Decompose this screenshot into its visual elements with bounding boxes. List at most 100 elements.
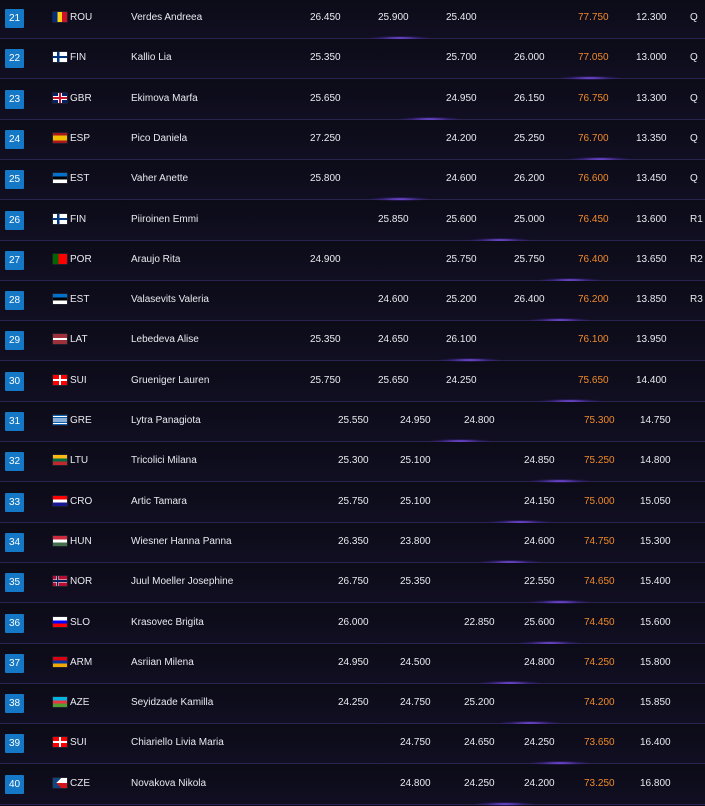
total-score: 73.650 [584, 737, 615, 749]
table-row[interactable]: 27 POR Araujo Rita 24.900 25.750 25.750 76.400… [0, 240, 705, 282]
table-row[interactable]: 26 FIN Piiroinen Emmi 25.850 25.600 25.000 76.… [0, 200, 705, 242]
total-score: 75.250 [584, 455, 615, 467]
row-glow [530, 479, 590, 484]
table-row[interactable]: 39 SUI Chiariello Livia Maria 24.750 24.650 2… [0, 724, 705, 766]
flag-aze-icon [53, 697, 67, 708]
row-glow [440, 358, 500, 363]
table-row[interactable]: 29 LAT Lebedeva Alise 25.350 24.650 26.100 76.… [0, 321, 705, 363]
table-row[interactable]: 31 GRE Lytra Panagiota 25.550 24.950 24.800 75… [0, 402, 705, 443]
apparatus-score: 25.900 [378, 12, 409, 23]
total-score: 74.200 [584, 697, 615, 709]
athlete-name[interactable]: Krasovec Brigita [131, 616, 204, 628]
rank-badge: 32 [5, 452, 24, 472]
athlete-name[interactable]: Asriian Milena [131, 656, 194, 668]
athlete-name[interactable]: Chiariello Livia Maria [131, 737, 224, 749]
athlete-name[interactable]: Valasevits Valeria [131, 294, 209, 306]
athlete-name[interactable]: Lebedeva Alise [131, 334, 199, 346]
country-code: GBR [70, 92, 92, 104]
qualification-status: Q [690, 132, 698, 144]
table-row[interactable]: 34 HUN Wiesner Hanna Panna 26.350 23.800 24.6… [0, 522, 705, 564]
rank-badge: 24 [5, 129, 24, 149]
points-behind: 15.850 [640, 697, 671, 709]
apparatus-score: 25.750 [514, 253, 545, 265]
apparatus-score: 24.600 [524, 535, 555, 547]
athlete-name[interactable]: Lytra Panagiota [131, 415, 201, 426]
flag-cro-icon [53, 495, 67, 506]
table-row[interactable]: 28 EST Valasevits Valeria 24.600 25.200 26.40… [0, 281, 705, 323]
table-row[interactable]: 22 FIN Kallio Lia 25.350 25.700 26.000 77.050 1… [0, 39, 705, 81]
row-divider [0, 763, 705, 765]
table-row[interactable]: 36 SLO Krasovec Brigita 26.000 22.850 25.600 7… [0, 603, 705, 645]
row-divider [0, 239, 705, 241]
apparatus-score: 26.000 [514, 52, 545, 64]
qualification-status: R1 [690, 213, 703, 225]
table-row[interactable]: 21 ROU Verdes Andreea 26.450 25.900 25.400 77.… [0, 0, 705, 40]
athlete-name[interactable]: Pico Daniela [131, 132, 188, 144]
athlete-name[interactable]: Seyidzade Kamilla [131, 697, 214, 709]
athlete-name[interactable]: Ekimova Marfa [131, 92, 198, 104]
rank-badge: 38 [5, 694, 24, 714]
athlete-name[interactable]: Artic Tamara [131, 495, 187, 507]
apparatus-score: 25.350 [400, 576, 431, 588]
athlete-name[interactable]: Tricolici Milana [131, 455, 197, 467]
flag-fin-icon [53, 213, 67, 224]
flag-esp-icon [53, 132, 67, 143]
apparatus-score: 24.750 [400, 697, 431, 709]
row-divider [0, 521, 705, 523]
table-row[interactable]: 38 AZE Seyidzade Kamilla 24.250 24.750 25.200… [0, 684, 705, 726]
apparatus-score: 25.300 [338, 455, 369, 467]
country-code: SLO [70, 616, 91, 628]
points-behind: 13.450 [636, 173, 667, 185]
apparatus-score: 24.900 [310, 253, 341, 265]
flag-gre-icon [53, 415, 67, 425]
rank-badge: 27 [5, 250, 24, 270]
apparatus-score: 25.750 [310, 374, 341, 386]
row-glow [475, 801, 535, 806]
points-behind: 15.050 [640, 495, 671, 507]
rank-badge: 28 [5, 291, 24, 311]
apparatus-score: 24.800 [464, 415, 495, 426]
total-score: 77.050 [578, 52, 609, 64]
apparatus-score: 25.600 [524, 616, 555, 628]
country-code: HUN [70, 535, 92, 547]
flag-por-icon [53, 253, 67, 264]
apparatus-score: 22.850 [464, 616, 495, 628]
country-code: CZE [70, 777, 90, 789]
total-score: 73.250 [584, 777, 615, 789]
athlete-name[interactable]: Novakova Nikola [131, 777, 207, 789]
table-row[interactable]: 33 CRO Artic Tamara 25.750 25.100 24.150 75.00… [0, 482, 705, 524]
apparatus-score: 23.800 [400, 535, 431, 547]
flag-est-icon [53, 173, 67, 184]
apparatus-score: 24.500 [400, 656, 431, 668]
flag-est-icon [53, 294, 67, 305]
athlete-name[interactable]: Grueniger Lauren [131, 374, 210, 386]
row-glow [430, 439, 490, 443]
table-row[interactable]: 30 SUI Grueniger Lauren 25.750 25.650 24.250 7… [0, 361, 705, 403]
athlete-name[interactable]: Araujo Rita [131, 253, 181, 265]
rank-badge: 29 [5, 331, 24, 351]
table-row[interactable]: 35 NOR Juul Moeller Josephine 26.750 25.350 2… [0, 563, 705, 605]
athlete-name[interactable]: Verdes Andreea [131, 12, 203, 23]
athlete-name[interactable]: Juul Moeller Josephine [131, 576, 234, 588]
row-divider [0, 360, 705, 362]
apparatus-score: 25.200 [464, 697, 495, 709]
athlete-name[interactable]: Wiesner Hanna Panna [131, 535, 232, 547]
table-row[interactable]: 40 CZE Novakova Nikola 24.800 24.250 24.200 73… [0, 764, 705, 806]
table-row[interactable]: 23 GBR Ekimova Marfa 25.650 24.950 26.150 76.7… [0, 79, 705, 121]
points-behind: 13.300 [636, 92, 667, 104]
apparatus-score: 26.350 [338, 535, 369, 547]
points-behind: 15.800 [640, 656, 671, 668]
athlete-name[interactable]: Vaher Anette [131, 173, 189, 185]
table-row[interactable]: 24 ESP Pico Daniela 27.250 24.200 25.250 76.70… [0, 119, 705, 161]
table-row[interactable]: 25 EST Vaher Anette 25.800 24.600 26.200 76.60… [0, 160, 705, 202]
apparatus-score: 26.000 [338, 616, 369, 628]
total-score: 74.250 [584, 656, 615, 668]
table-row[interactable]: 32 LTU Tricolici Milana 25.300 25.100 24.850 7… [0, 442, 705, 484]
points-behind: 13.000 [636, 52, 667, 64]
table-row[interactable]: 37 ARM Asriian Milena 24.950 24.500 24.800 74.… [0, 643, 705, 685]
apparatus-score: 24.950 [446, 92, 477, 104]
athlete-name[interactable]: Piiroinen Emmi [131, 213, 199, 225]
athlete-name[interactable]: Kallio Lia [131, 52, 172, 64]
apparatus-score: 24.200 [446, 132, 477, 144]
apparatus-score: 25.850 [378, 213, 409, 225]
